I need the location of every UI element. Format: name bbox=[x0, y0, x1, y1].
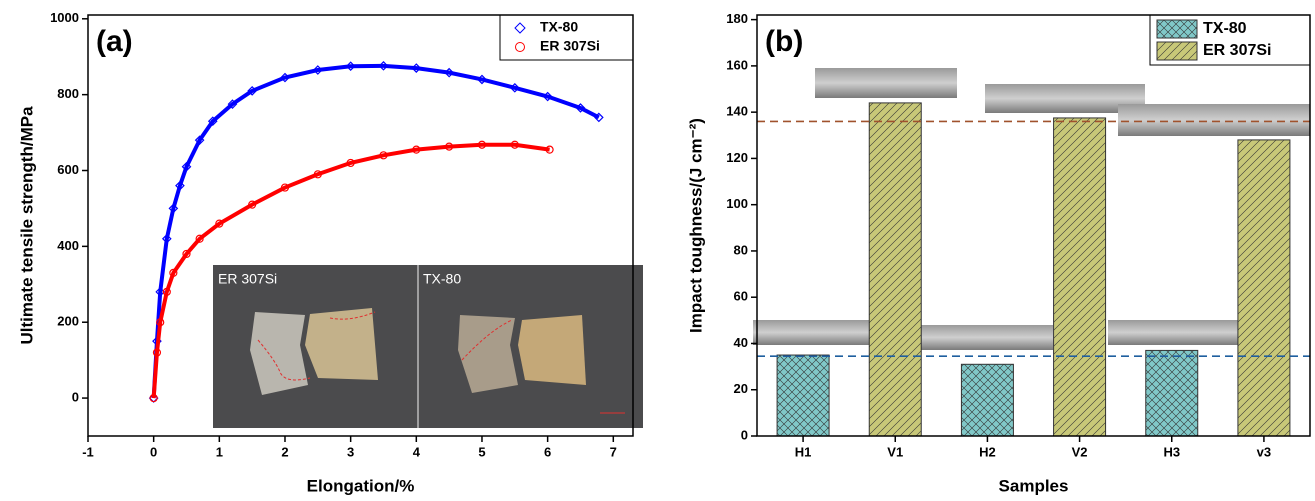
bar bbox=[961, 364, 1013, 436]
legend-swatch bbox=[1157, 42, 1197, 60]
bar bbox=[869, 103, 921, 436]
legend-label: ER 307Si bbox=[540, 38, 600, 54]
bar bbox=[1238, 140, 1290, 436]
x-tick-label: 2 bbox=[281, 444, 288, 459]
legend-label: ER 307Si bbox=[1203, 42, 1271, 59]
x-tick-label: H3 bbox=[1163, 444, 1180, 459]
bar bbox=[1054, 118, 1106, 436]
y-tick-label: 100 bbox=[726, 196, 748, 211]
x-tick-label: 4 bbox=[413, 444, 421, 459]
x-tick-label: 7 bbox=[610, 444, 617, 459]
x-tick-label: V1 bbox=[887, 444, 903, 459]
y-tick-label: 140 bbox=[726, 104, 748, 119]
x-axis-title: Samples bbox=[999, 476, 1069, 495]
x-tick-label: 3 bbox=[347, 444, 354, 459]
x-axis-title: Elongation/% bbox=[307, 476, 415, 495]
y-tick-label: 20 bbox=[734, 381, 748, 396]
x-tick-label: H1 bbox=[795, 444, 812, 459]
x-tick-label: v3 bbox=[1257, 444, 1271, 459]
legend-label: TX-80 bbox=[1203, 20, 1247, 37]
y-axis-title: Impact toughness/(J cm⁻²) bbox=[686, 118, 705, 333]
y-tick-label: 0 bbox=[72, 390, 79, 405]
bar bbox=[777, 355, 829, 436]
inset-label: ER 307Si bbox=[218, 271, 277, 287]
x-tick-label: V2 bbox=[1072, 444, 1088, 459]
inset-strips bbox=[753, 68, 1310, 350]
x-tick-label: 6 bbox=[544, 444, 551, 459]
inset-label: TX-80 bbox=[423, 271, 461, 287]
inset-photo bbox=[213, 265, 643, 428]
y-tick-label: 600 bbox=[57, 162, 79, 177]
panel-label: (b) bbox=[765, 25, 803, 58]
y-axis-title: Ultimate tensile strength/MPa bbox=[17, 106, 36, 345]
figure: 02004006008001000Elongation/%Ultimate te… bbox=[0, 0, 1315, 496]
y-tick-label: 60 bbox=[734, 289, 748, 304]
y-tick-label: 200 bbox=[57, 314, 79, 329]
x-tick-label: 0 bbox=[150, 444, 157, 459]
x-tick-label: -1 bbox=[82, 444, 94, 459]
y-tick-label: 120 bbox=[726, 150, 748, 165]
y-tick-label: 180 bbox=[726, 11, 748, 26]
y-tick-label: 400 bbox=[57, 238, 79, 253]
y-tick-label: 800 bbox=[57, 86, 79, 101]
x-tick-label: 5 bbox=[478, 444, 485, 459]
x-tick-label: H2 bbox=[979, 444, 996, 459]
x-tick-label: 1 bbox=[216, 444, 223, 459]
legend-swatch bbox=[1157, 20, 1197, 38]
bar bbox=[1146, 350, 1198, 436]
y-tick-label: 80 bbox=[734, 242, 748, 257]
y-tick-label: 0 bbox=[741, 427, 748, 442]
panel-label: (a) bbox=[96, 25, 133, 58]
y-tick-label: 1000 bbox=[50, 10, 79, 25]
y-tick-label: 160 bbox=[726, 57, 748, 72]
y-tick-label: 40 bbox=[734, 335, 748, 350]
legend-label: TX-80 bbox=[540, 19, 578, 35]
